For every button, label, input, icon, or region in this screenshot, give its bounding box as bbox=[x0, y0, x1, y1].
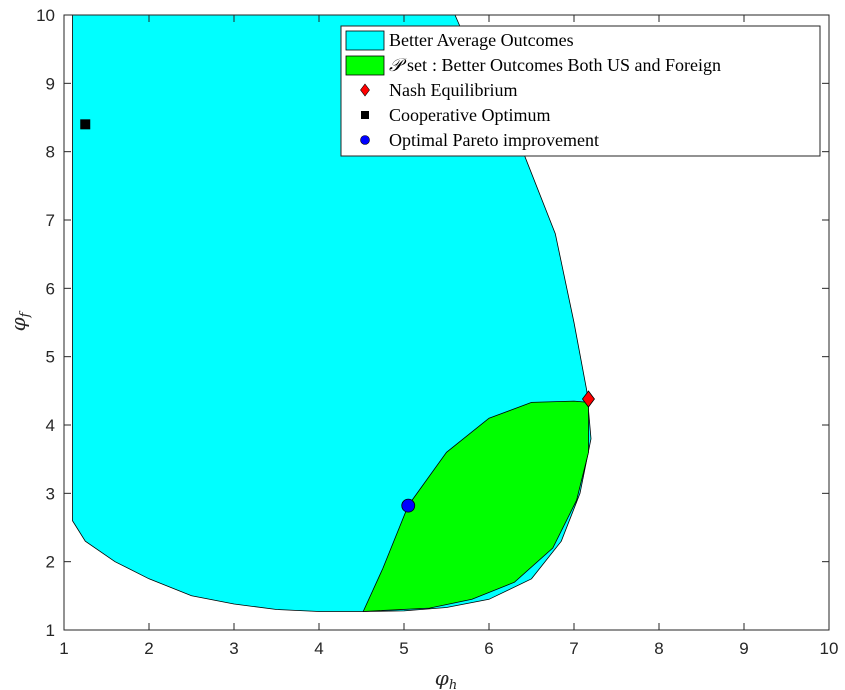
legend-label-better-average: Better Average Outcomes bbox=[389, 30, 574, 50]
legend: Better Average Outcomes 𝒫 set: Better Outc… bbox=[340, 25, 821, 157]
y-tick-label: 4 bbox=[46, 416, 55, 435]
legend-word-set: set bbox=[407, 55, 427, 75]
y-tick-label: 8 bbox=[46, 143, 55, 162]
legend-swatch-p-set bbox=[345, 55, 385, 76]
axes-layer: 1 2 3 4 5 6 7 8 9 10 1 2 3 4 5 6 7 8 9 10 bbox=[36, 6, 838, 658]
x-axis-label-sub: h bbox=[449, 678, 457, 690]
legend-swatch-better-average bbox=[345, 30, 385, 51]
x-tick-label: 10 bbox=[820, 639, 839, 658]
cooperative-optimum-point bbox=[80, 119, 91, 130]
x-tick-label: 3 bbox=[229, 639, 238, 658]
legend-label-pareto: Optimal Pareto improvement bbox=[389, 130, 599, 150]
y-tick-label: 1 bbox=[46, 621, 55, 640]
x-tick-label: 1 bbox=[59, 639, 68, 658]
y-axis-label: φf bbox=[6, 310, 33, 331]
legend-label-cooperative: Cooperative Optimum bbox=[389, 105, 550, 125]
x-tick-label: 9 bbox=[739, 639, 748, 658]
points-layer bbox=[80, 119, 595, 513]
optimal-pareto-point bbox=[401, 498, 416, 513]
y-tick-label: 7 bbox=[46, 211, 55, 230]
y-axis-label-sub: f bbox=[18, 310, 33, 318]
y-tick-label: 10 bbox=[36, 6, 55, 25]
x-axis-label-base: φ bbox=[435, 666, 449, 690]
y-tick-label: 3 bbox=[46, 484, 55, 503]
x-axis-label: φh bbox=[435, 666, 457, 690]
plot-frame bbox=[63, 14, 830, 631]
x-tick-label: 5 bbox=[399, 639, 408, 658]
x-tick-label: 8 bbox=[654, 639, 663, 658]
legend-text-p-set: : Better Outcomes Both US and Foreign bbox=[432, 55, 721, 75]
nash-equilibrium-point bbox=[581, 390, 595, 408]
y-tick-label: 6 bbox=[46, 279, 55, 298]
y-tick-label: 9 bbox=[46, 74, 55, 93]
y-tick-label: 5 bbox=[46, 348, 55, 367]
x-tick-label: 6 bbox=[484, 639, 493, 658]
legend-box bbox=[340, 25, 821, 157]
x-tick-label: 2 bbox=[144, 639, 153, 658]
legend-marker-nash bbox=[360, 83, 370, 97]
x-tick-label: 7 bbox=[569, 639, 578, 658]
y-axis-label-base: φ bbox=[6, 317, 30, 331]
legend-marker-pareto bbox=[360, 135, 370, 145]
y-tick-label: 2 bbox=[46, 553, 55, 572]
regions-layer bbox=[72, 15, 592, 612]
x-tick-label: 4 bbox=[314, 639, 323, 658]
legend-label-nash: Nash Equilibrium bbox=[389, 80, 518, 100]
legend-marker-cooperative bbox=[361, 111, 369, 119]
